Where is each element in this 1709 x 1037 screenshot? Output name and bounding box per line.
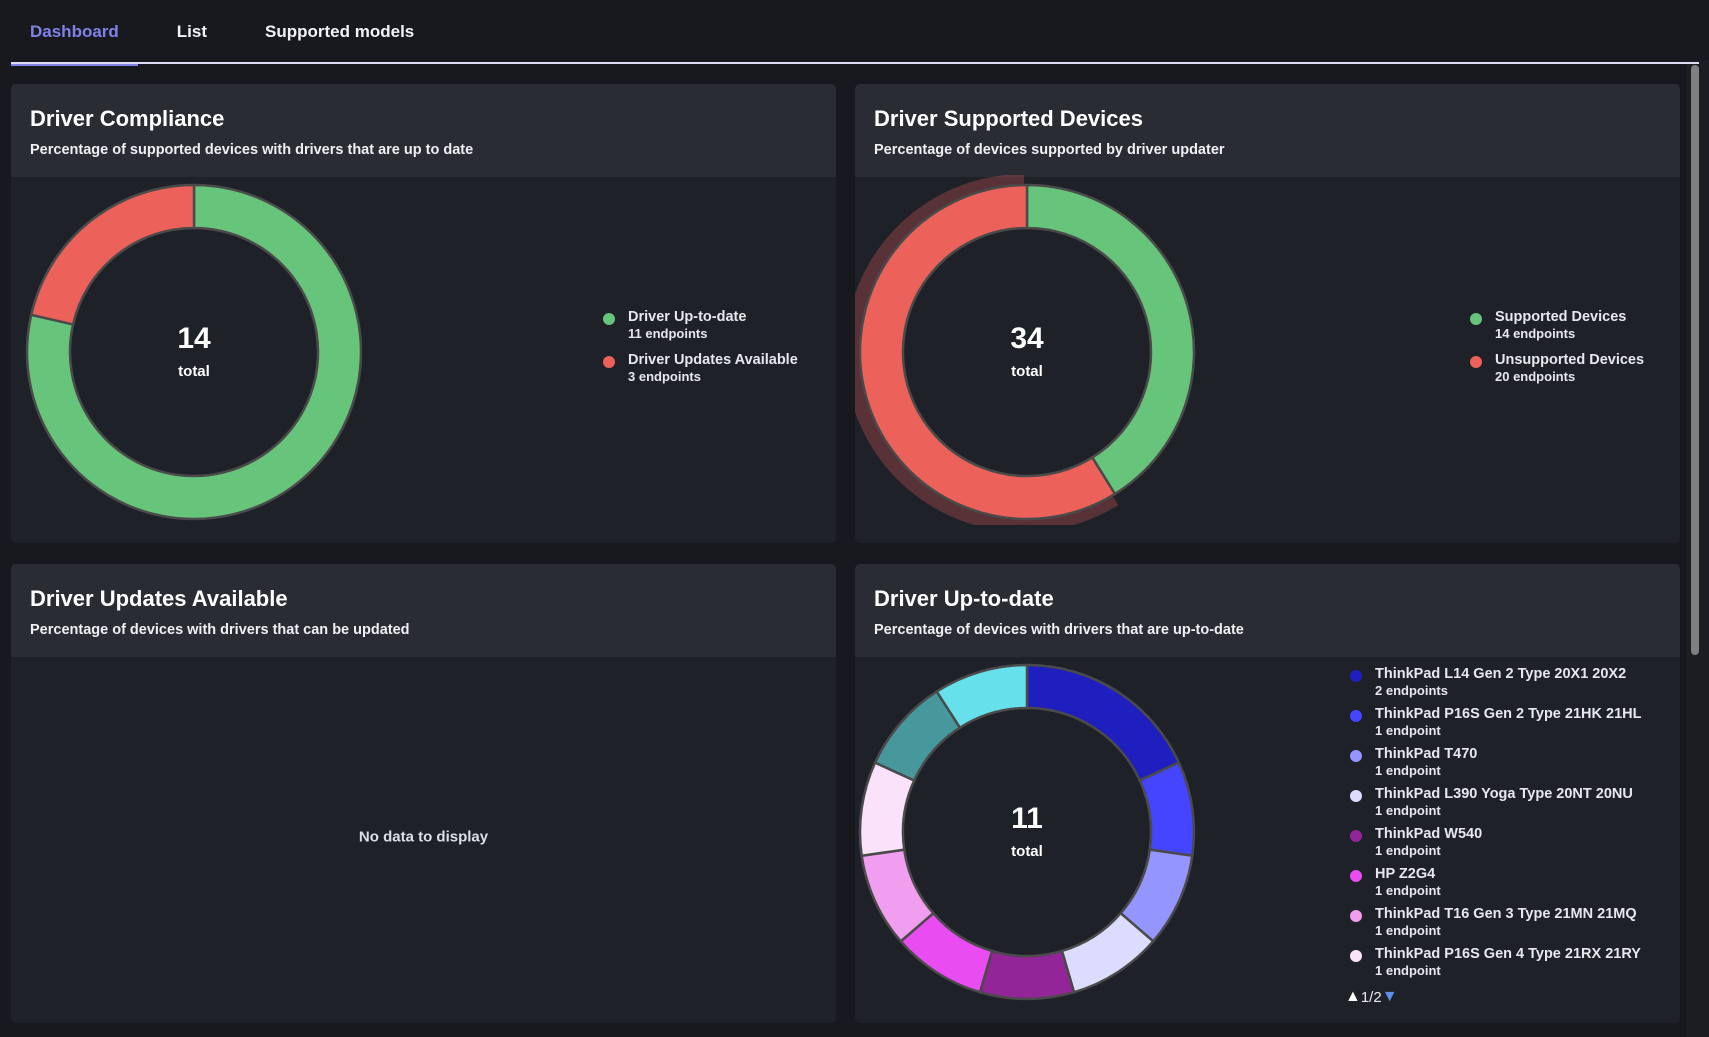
card-subtitle: Percentage of devices with drivers that … bbox=[30, 622, 410, 638]
donut-segment[interactable] bbox=[1025, 663, 1181, 783]
legend-item[interactable]: Driver Updates Available 3 endpoints bbox=[603, 352, 798, 384]
card-header: Driver Compliance Percentage of supporte… bbox=[11, 84, 836, 177]
legend-prev-page-icon[interactable]: ▲ bbox=[1345, 988, 1361, 1005]
legend-item[interactable]: ThinkPad P16S Gen 4 Type 21RX 21RY 1 endp… bbox=[1350, 946, 1680, 978]
legend-value: 1 endpoint bbox=[1375, 803, 1441, 818]
chart-legend: Driver Up-to-date 11 endpoints Driver Up… bbox=[603, 309, 798, 395]
legend-list: ThinkPad L14 Gen 2 Type 20X1 20X2 2 endpo… bbox=[1350, 666, 1680, 978]
legend-dot-icon bbox=[603, 313, 615, 325]
legend-item[interactable]: Driver Up-to-date 11 endpoints bbox=[603, 309, 798, 341]
legend-label: ThinkPad T16 Gen 3 Type 21MN 21MQ bbox=[1375, 906, 1637, 922]
legend-value: 2 endpoints bbox=[1375, 683, 1448, 698]
compliance-donut-chart bbox=[25, 183, 363, 521]
card-title: Driver Supported Devices bbox=[874, 106, 1143, 131]
driver-updates-available-card: Driver Updates Available Percentage of d… bbox=[11, 564, 836, 1023]
donut-segment[interactable] bbox=[1138, 760, 1196, 858]
driver-up-to-date-card: Driver Up-to-date Percentage of devices … bbox=[855, 564, 1680, 1023]
legend-next-page-icon[interactable]: ▼ bbox=[1381, 988, 1398, 1005]
legend-item[interactable]: ThinkPad W540 1 endpoint bbox=[1350, 826, 1680, 858]
tab-supported-models[interactable]: Supported models bbox=[265, 22, 415, 41]
card-header: Driver Updates Available Percentage of d… bbox=[11, 564, 836, 657]
legend-dot-icon bbox=[1350, 950, 1362, 962]
legend-page-indicator: 1/2 bbox=[1360, 988, 1382, 1006]
legend-item[interactable]: ThinkPad P16S Gen 2 Type 21HK 21HL 1 endp… bbox=[1350, 706, 1680, 738]
legend-dot-icon bbox=[1350, 870, 1362, 882]
donut-total: 34 bbox=[1010, 322, 1044, 355]
legend-value: 20 endpoints bbox=[1495, 369, 1576, 384]
tab-dashboard[interactable]: Dashboard bbox=[11, 0, 138, 66]
legend-dot-icon bbox=[1350, 910, 1362, 922]
card-body: 34 total Supported Devices 14 endpoints … bbox=[855, 175, 1680, 543]
legend-item[interactable]: HP Z2G4 1 endpoint bbox=[1350, 866, 1680, 898]
donut-segment[interactable] bbox=[25, 183, 363, 521]
legend-item[interactable]: ThinkPad T16 Gen 3 Type 21MN 21MQ 1 endpo… bbox=[1350, 906, 1680, 938]
legend-dot-icon bbox=[1350, 830, 1362, 842]
card-body: 14 total Driver Up-to-date 11 endpoints … bbox=[11, 177, 836, 543]
donut-total-label: total bbox=[1011, 843, 1043, 860]
donut-total: 14 bbox=[177, 322, 211, 355]
legend-label: HP Z2G4 bbox=[1375, 866, 1436, 882]
legend-dot-icon bbox=[1470, 356, 1482, 368]
tab-list[interactable]: List bbox=[176, 22, 208, 41]
card-body: 11 total ThinkPad L14 Gen 2 Type 20X1 20… bbox=[855, 657, 1680, 1023]
legend-item[interactable]: ThinkPad L390 Yoga Type 20NT 20NU 1 endpo… bbox=[1350, 786, 1680, 818]
legend-value: 1 endpoint bbox=[1375, 963, 1441, 978]
legend-label: Supported Devices bbox=[1495, 309, 1627, 325]
legend-label: ThinkPad T470 bbox=[1375, 746, 1478, 762]
donut-total-label: total bbox=[1011, 363, 1043, 380]
scrollbar-thumb[interactable] bbox=[1691, 65, 1699, 655]
card-subtitle: Percentage of devices supported by drive… bbox=[874, 142, 1225, 158]
legend-item[interactable]: ThinkPad L14 Gen 2 Type 20X1 20X2 2 endpo… bbox=[1350, 666, 1680, 698]
donut-segment[interactable] bbox=[1025, 183, 1196, 496]
card-subtitle: Percentage of devices with drivers that … bbox=[874, 622, 1244, 638]
driver-supported-devices-card: Driver Supported Devices Percentage of d… bbox=[855, 84, 1680, 543]
legend-item[interactable]: Unsupported Devices 20 endpoints bbox=[1470, 352, 1644, 384]
empty-state-message: No data to display bbox=[358, 828, 489, 846]
legend-value: 1 endpoint bbox=[1375, 923, 1441, 938]
card-body: No data to display bbox=[11, 657, 836, 1023]
legend-pager: ▲ 1/2 ▼ bbox=[1345, 988, 1398, 1006]
legend-dot-icon bbox=[1350, 710, 1362, 722]
donut-segment[interactable] bbox=[858, 183, 1117, 521]
legend-label: ThinkPad L14 Gen 2 Type 20X1 20X2 bbox=[1375, 666, 1627, 682]
legend-value: 14 endpoints bbox=[1495, 326, 1576, 341]
driver-compliance-card: Driver Compliance Percentage of supporte… bbox=[11, 84, 836, 543]
donut-segment[interactable] bbox=[29, 183, 196, 326]
legend-item[interactable]: Supported Devices 14 endpoints bbox=[1470, 309, 1644, 341]
legend-label: Driver Updates Available bbox=[628, 352, 798, 368]
donut-segment[interactable] bbox=[934, 663, 1029, 730]
donut-total-label: total bbox=[178, 363, 210, 380]
tab-bar: Dashboard List Supported models bbox=[11, 0, 1699, 66]
legend-label: ThinkPad P16S Gen 4 Type 21RX 21RY bbox=[1375, 946, 1641, 962]
card-title: Driver Updates Available bbox=[30, 586, 288, 611]
legend-value: 11 endpoints bbox=[628, 326, 708, 341]
card-header: Driver Up-to-date Percentage of devices … bbox=[855, 564, 1680, 657]
legend-value: 3 endpoints bbox=[628, 369, 701, 384]
legend-label: ThinkPad L390 Yoga Type 20NT 20NU bbox=[1375, 786, 1633, 802]
legend-label: Driver Up-to-date bbox=[628, 309, 747, 325]
legend-dot-icon bbox=[1350, 670, 1362, 682]
donut-segment[interactable] bbox=[978, 949, 1076, 1001]
card-header: Driver Supported Devices Percentage of d… bbox=[855, 84, 1680, 177]
legend-dot-icon bbox=[1350, 750, 1362, 762]
supported-devices-donut-chart bbox=[855, 175, 1196, 525]
card-title: Driver Up-to-date bbox=[874, 586, 1054, 611]
legend-value: 1 endpoint bbox=[1375, 763, 1441, 778]
legend-label: Unsupported Devices bbox=[1495, 352, 1645, 368]
legend-item[interactable]: ThinkPad T470 1 endpoint bbox=[1350, 746, 1680, 778]
legend-dot-icon bbox=[603, 356, 615, 368]
up-to-date-donut-chart bbox=[858, 663, 1196, 1001]
legend-value: 1 endpoint bbox=[1375, 723, 1441, 738]
legend-dot-icon bbox=[1470, 313, 1482, 325]
legend-value: 1 endpoint bbox=[1375, 883, 1441, 898]
card-subtitle: Percentage of supported devices with dri… bbox=[30, 142, 474, 158]
legend-value: 1 endpoint bbox=[1375, 843, 1441, 858]
chart-legend: Supported Devices 14 endpoints Unsupport… bbox=[1470, 309, 1644, 395]
legend-label: ThinkPad P16S Gen 2 Type 21HK 21HL bbox=[1375, 706, 1642, 722]
legend-dot-icon bbox=[1350, 790, 1362, 802]
chart-legend: ThinkPad L14 Gen 2 Type 20X1 20X2 2 endpo… bbox=[1350, 666, 1680, 986]
card-title: Driver Compliance bbox=[30, 106, 225, 131]
donut-total: 11 bbox=[1011, 802, 1043, 835]
legend-label: ThinkPad W540 bbox=[1375, 826, 1483, 842]
